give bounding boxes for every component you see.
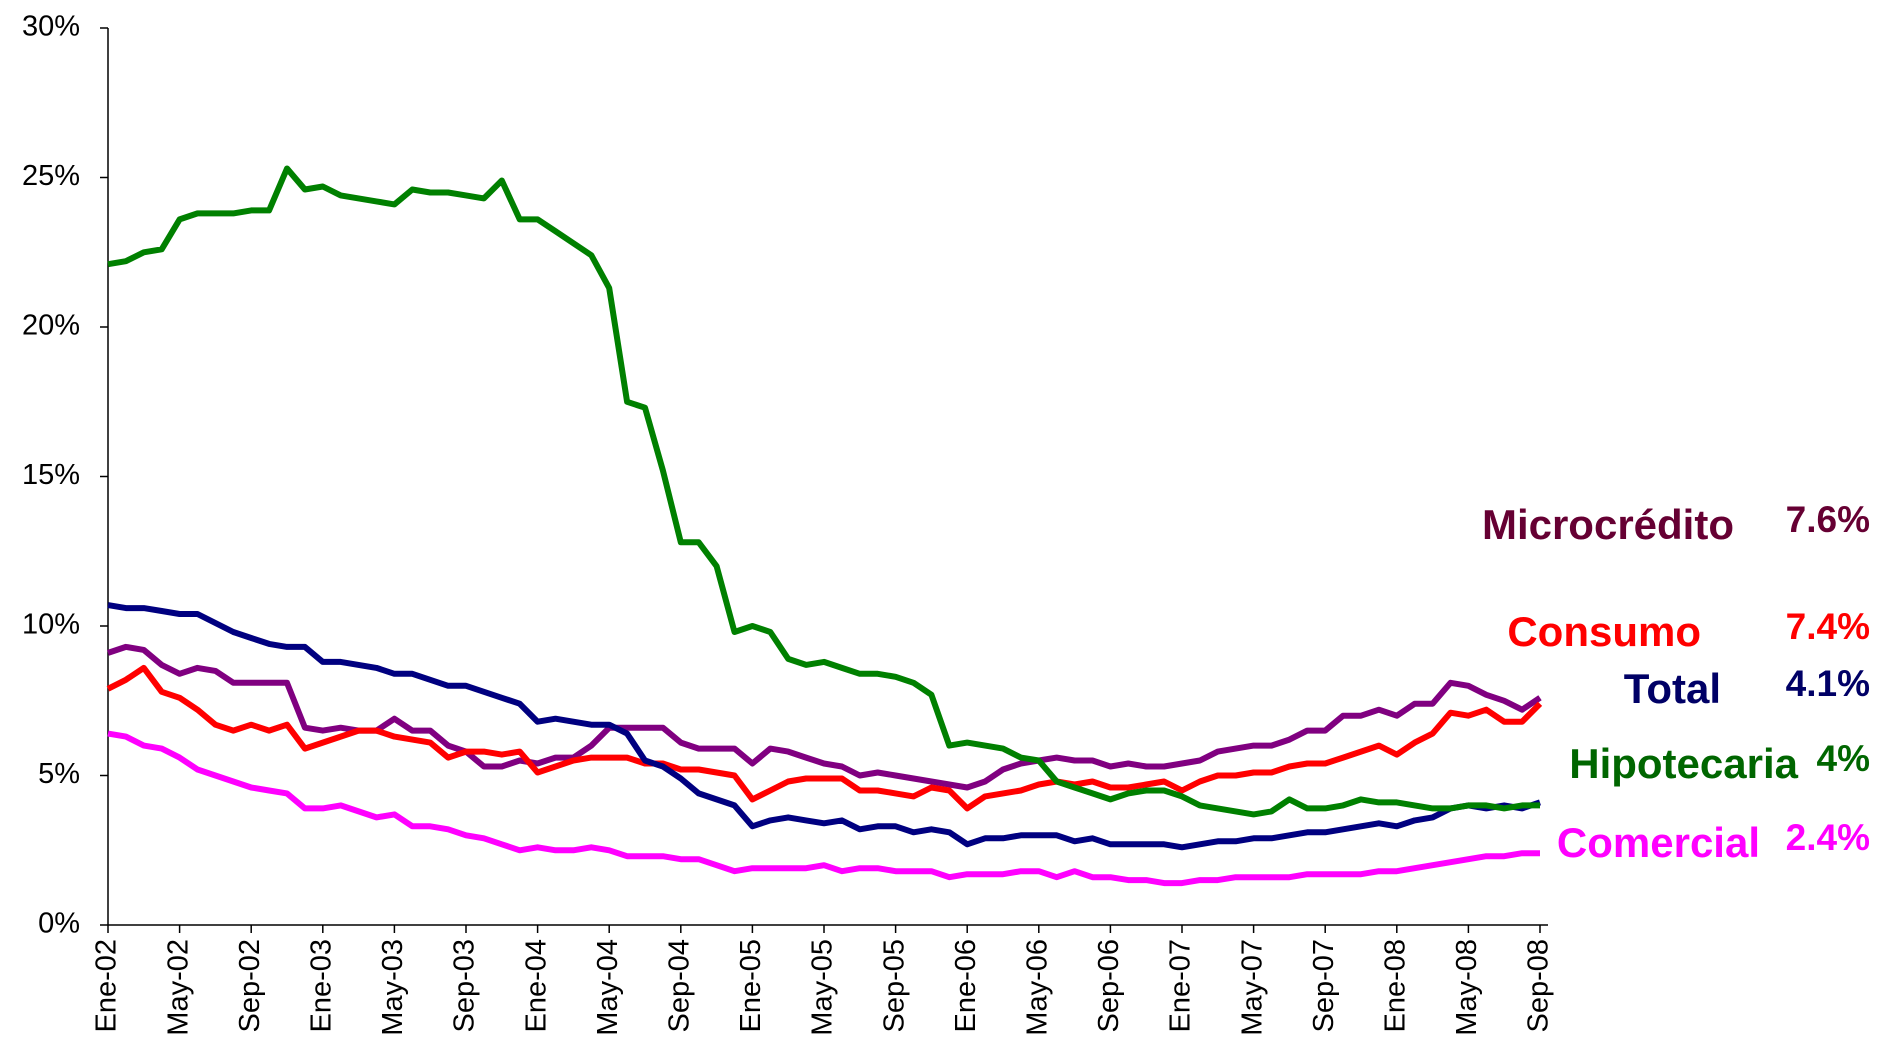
y-tick-label: 10%: [22, 609, 80, 641]
x-tick-label: May-04: [592, 939, 624, 1036]
series-end-label: 2.4%: [1786, 817, 1870, 858]
y-tick-label: 5%: [38, 758, 80, 790]
series-end-label: 4%: [1817, 738, 1870, 779]
x-tick-label: May-06: [1021, 939, 1053, 1036]
y-tick-label: 0%: [38, 908, 80, 940]
y-tick-label: 30%: [22, 11, 80, 43]
x-tick-label: Sep-02: [234, 939, 266, 1033]
x-tick-label: Ene-03: [305, 939, 337, 1033]
x-tick-label: Ene-08: [1379, 939, 1411, 1033]
y-tick-label: 15%: [22, 459, 80, 491]
series-line: [107, 602, 1541, 851]
x-tick-label: Ene-07: [1165, 939, 1197, 1033]
series-end-label: 7.4%: [1786, 606, 1870, 647]
series-line: [107, 730, 1540, 887]
x-tick-label: Ene-05: [735, 939, 767, 1033]
series-line: [106, 664, 1543, 812]
x-tick-label: May-02: [162, 939, 194, 1036]
series-label: Hipotecaria: [1569, 740, 1798, 787]
x-tick-label: Sep-08: [1523, 939, 1555, 1033]
x-tick-label: Sep-03: [449, 939, 481, 1033]
x-tick-label: Sep-04: [663, 939, 695, 1033]
series-line: [107, 165, 1540, 818]
series-line: [107, 643, 1542, 791]
x-tick-label: Sep-06: [1093, 939, 1125, 1033]
x-tick-label: May-07: [1236, 939, 1268, 1036]
x-tick-label: Sep-05: [878, 939, 910, 1033]
series-label: Total: [1624, 665, 1721, 712]
series-label: Comercial: [1557, 819, 1760, 866]
x-tick-label: Ene-06: [950, 939, 982, 1033]
y-tick-label: 20%: [22, 310, 80, 342]
x-tick-label: Ene-04: [520, 939, 552, 1033]
x-tick-label: May-05: [807, 939, 839, 1036]
x-tick-label: Sep-07: [1308, 939, 1340, 1033]
x-tick-label: May-03: [377, 939, 409, 1036]
x-tick-label: Ene-02: [91, 939, 123, 1033]
series-label: Microcrédito: [1482, 501, 1734, 548]
series-end-label: 7.6%: [1786, 499, 1870, 540]
series-label: Consumo: [1507, 608, 1701, 655]
series-end-label: 4.1%: [1786, 663, 1870, 704]
y-tick-label: 25%: [22, 160, 80, 192]
x-tick-label: May-08: [1451, 939, 1483, 1036]
